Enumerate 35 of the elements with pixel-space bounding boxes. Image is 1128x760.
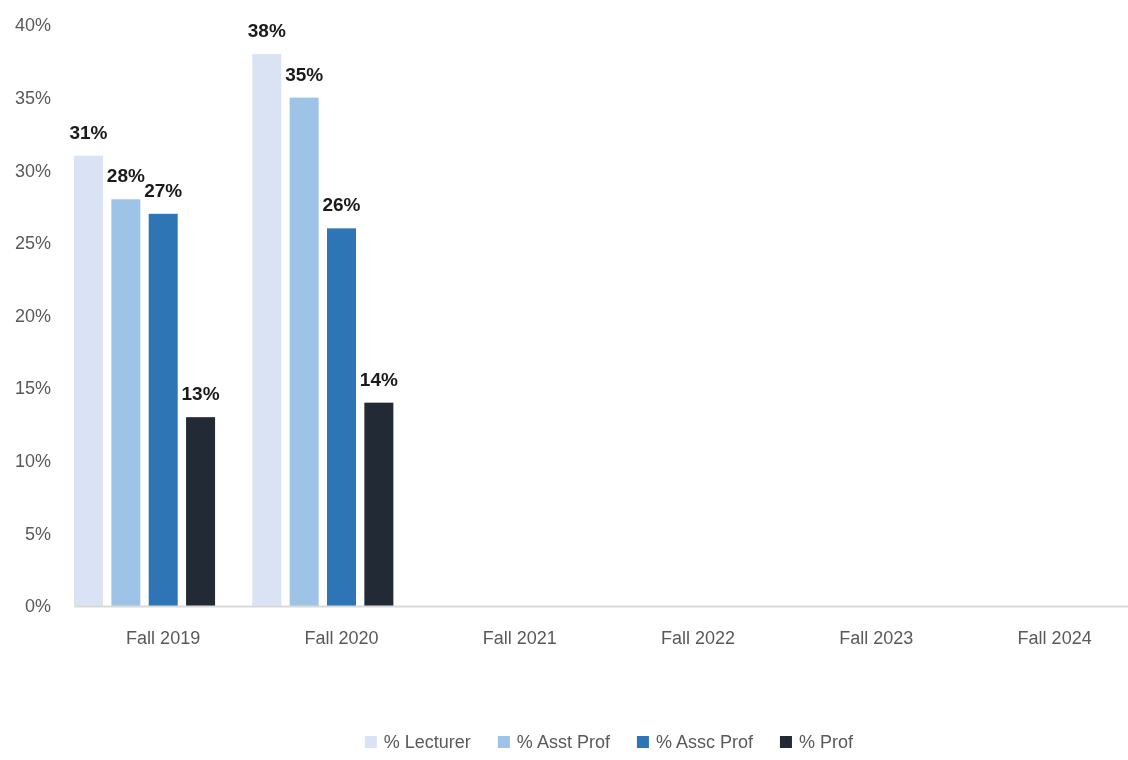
bar (327, 228, 357, 606)
bar (289, 97, 319, 606)
x-tick-label: Fall 2019 (126, 627, 201, 648)
x-tick-label: Fall 2021 (482, 627, 557, 648)
data-label: 28% (106, 165, 145, 187)
data-label: 31% (69, 121, 108, 143)
data-label: 35% (285, 63, 324, 85)
bar (148, 213, 178, 606)
bar (111, 199, 141, 606)
legend-label: % Lecturer (383, 732, 471, 753)
y-tick-label: 10% (14, 451, 51, 472)
legend-label: % Assc Prof (655, 732, 754, 753)
y-tick-label: 35% (14, 87, 51, 108)
bar (186, 417, 216, 606)
data-label: 38% (247, 20, 286, 42)
y-tick-label: 25% (14, 233, 51, 254)
y-tick-label: 40% (14, 15, 51, 36)
x-tick-label: Fall 2024 (1017, 627, 1092, 648)
x-tick-label: Fall 2023 (839, 627, 914, 648)
bar (74, 155, 103, 606)
data-label: 27% (144, 179, 183, 201)
data-label: 13% (181, 383, 220, 405)
legend-label: % Asst Prof (516, 732, 611, 753)
y-tick-label: 20% (14, 305, 51, 326)
x-tick-label: Fall 2020 (304, 627, 379, 648)
y-tick-label: 5% (24, 523, 51, 544)
legend-label: % Prof (798, 732, 854, 753)
bar (364, 402, 394, 606)
y-tick-label: 15% (14, 378, 51, 399)
data-label: 26% (322, 194, 361, 216)
x-tick-label: Fall 2022 (661, 627, 736, 648)
y-tick-label: 30% (14, 160, 51, 181)
bar (252, 54, 282, 606)
data-label: 14% (359, 368, 398, 390)
y-tick-label: 0% (24, 596, 51, 617)
